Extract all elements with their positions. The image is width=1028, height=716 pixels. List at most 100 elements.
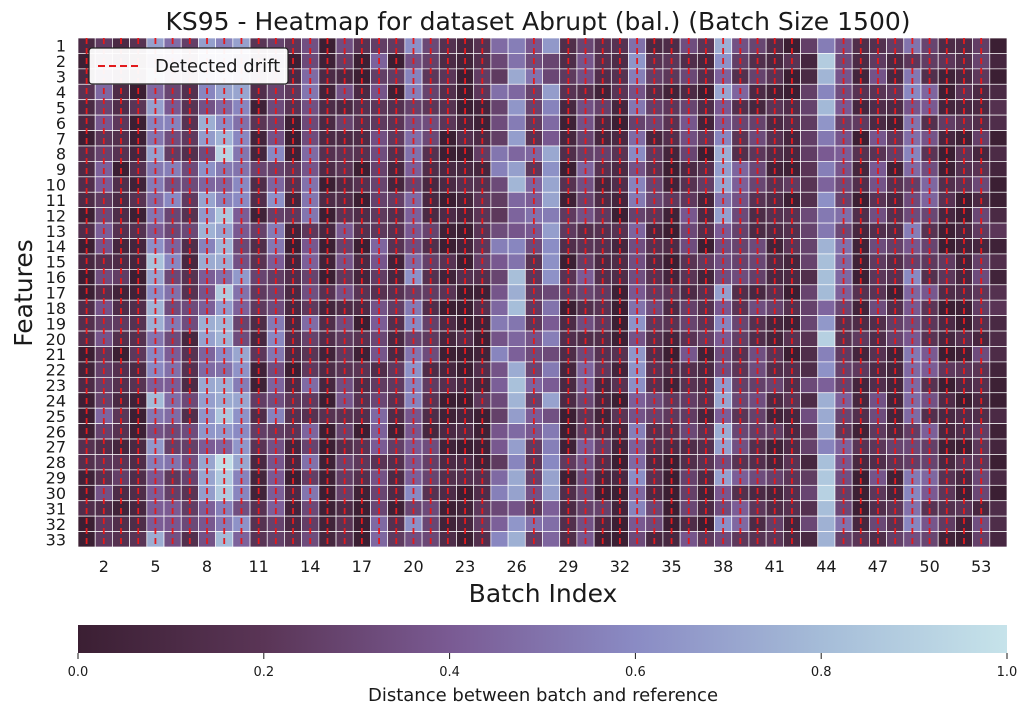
heatmap-cell [542, 407, 561, 424]
heatmap-cell [490, 423, 509, 440]
x-axis-label: Batch Index [469, 579, 618, 608]
heatmap-cell [800, 130, 819, 147]
heatmap-cell [800, 376, 819, 394]
heatmap-cell [507, 161, 526, 178]
colorbar-tick-label: 0.8 [811, 665, 832, 680]
heatmap-cell [542, 114, 561, 131]
heatmap-cell [507, 361, 526, 378]
heatmap-cell [490, 346, 509, 363]
heatmap-cell [817, 83, 836, 101]
heatmap-cell [507, 37, 526, 54]
heatmap-cell [989, 269, 1008, 286]
heatmap-cell [800, 361, 819, 378]
heatmap-cell [800, 207, 819, 224]
heatmap-cell [490, 191, 509, 209]
heatmap-cells [77, 37, 1008, 548]
x-tick-label: 8 [202, 557, 212, 576]
y-tick-label: 13 [46, 222, 66, 241]
y-tick-label: 24 [46, 391, 66, 410]
heatmap-cell [507, 484, 526, 502]
y-tick-label: 12 [46, 206, 66, 225]
heatmap-cell [542, 83, 561, 101]
colorbar-label: Distance between batch and reference [368, 685, 718, 706]
heatmap-cell [989, 161, 1008, 178]
heatmap-cell [490, 269, 509, 286]
heatmap-cell [490, 361, 509, 378]
heatmap-cell [542, 222, 561, 239]
heatmap-cell [490, 531, 509, 548]
heatmap-cell [817, 207, 836, 224]
heatmap-cell [989, 176, 1008, 193]
heatmap-cell [989, 315, 1008, 332]
colorbar-tick-label: 0.4 [439, 665, 460, 680]
heatmap-cell [817, 500, 836, 517]
heatmap-cell [490, 376, 509, 394]
heatmap-cell [817, 114, 836, 131]
heatmap-cell [490, 392, 509, 409]
heatmap-cell [490, 37, 509, 54]
heatmap-cell [800, 114, 819, 131]
heatmap-cell [507, 284, 526, 301]
heatmap-cell [507, 392, 526, 409]
heatmap-cell [507, 515, 526, 532]
heatmap-cell [800, 469, 819, 486]
y-tick-label: 9 [56, 160, 66, 179]
heatmap-cell [542, 130, 561, 147]
legend-box [88, 47, 289, 85]
y-tick-labels: 1234567891011121314151617181920212223242… [46, 37, 66, 550]
heatmap-cell [800, 423, 819, 440]
heatmap-cell [490, 145, 509, 162]
y-tick-label: 27 [46, 438, 66, 457]
heatmap-cell [989, 37, 1008, 54]
heatmap-cell [542, 253, 561, 270]
heatmap-cell [542, 438, 561, 455]
heatmap-cell [817, 68, 836, 85]
heatmap-cell [989, 330, 1008, 347]
y-tick-label: 5 [56, 98, 66, 117]
heatmap-cell [542, 37, 561, 54]
colorbar-ticks: 0.0 0.2 0.4 0.6 0.8 1.0 [68, 653, 1017, 680]
heatmap-cell [507, 346, 526, 363]
heatmap-cell [490, 176, 509, 193]
heatmap-cell [507, 531, 526, 548]
heatmap-cell [989, 83, 1008, 101]
heatmap-cell [989, 53, 1008, 70]
heatmap-cell [490, 438, 509, 455]
heatmap-cell [490, 238, 509, 255]
heatmap-cell [542, 423, 561, 440]
heatmap-cell [542, 68, 561, 85]
heatmap-cell [507, 53, 526, 70]
heatmap-cell [989, 222, 1008, 239]
heatmap-cell [490, 222, 509, 239]
x-tick-label: 14 [300, 557, 320, 576]
heatmap-cell [542, 53, 561, 70]
chart-title: KS95 - Heatmap for dataset Abrupt (bal.)… [165, 7, 910, 36]
heatmap-cell [989, 191, 1008, 209]
y-tick-label: 28 [46, 453, 66, 472]
heatmap-cell [989, 284, 1008, 301]
y-tick-label: 29 [46, 469, 66, 488]
heatmap-cell [542, 484, 561, 502]
heatmap-cell [817, 176, 836, 193]
heatmap-cell [817, 222, 836, 239]
legend: Detected drift [88, 47, 289, 85]
heatmap-cell [542, 515, 561, 532]
heatmap-cell [507, 253, 526, 270]
x-tick-labels: 2 5 8 11 14 17 20 23 26 29 32 35 38 41 44 47 50 53 [99, 557, 992, 576]
heatmap-cell [817, 531, 836, 548]
heatmap-cell [490, 500, 509, 517]
heatmap-cell [989, 238, 1008, 255]
heatmap-cell [507, 83, 526, 101]
heatmap-cell [542, 99, 561, 116]
colorbar-tick-label: 0.6 [625, 665, 646, 680]
heatmap-cell [542, 269, 561, 286]
heatmap-cell [817, 253, 836, 270]
x-tick-label: 17 [352, 557, 372, 576]
heatmap-cell [817, 161, 836, 178]
heatmap-cell [817, 346, 836, 363]
heatmap-cell [507, 207, 526, 224]
heatmap-cell [490, 99, 509, 116]
heatmap-cell [817, 515, 836, 532]
heatmap-cell [817, 330, 836, 347]
heatmap-cell [507, 330, 526, 347]
